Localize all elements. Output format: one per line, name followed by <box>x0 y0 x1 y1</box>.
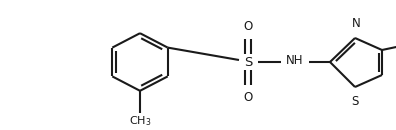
Text: O: O <box>244 91 253 104</box>
Text: O: O <box>244 20 253 33</box>
Text: N: N <box>352 17 360 30</box>
Text: NH: NH <box>286 54 304 67</box>
Text: S: S <box>244 56 252 69</box>
Text: S: S <box>351 95 359 108</box>
Text: CH$_3$: CH$_3$ <box>129 114 151 128</box>
